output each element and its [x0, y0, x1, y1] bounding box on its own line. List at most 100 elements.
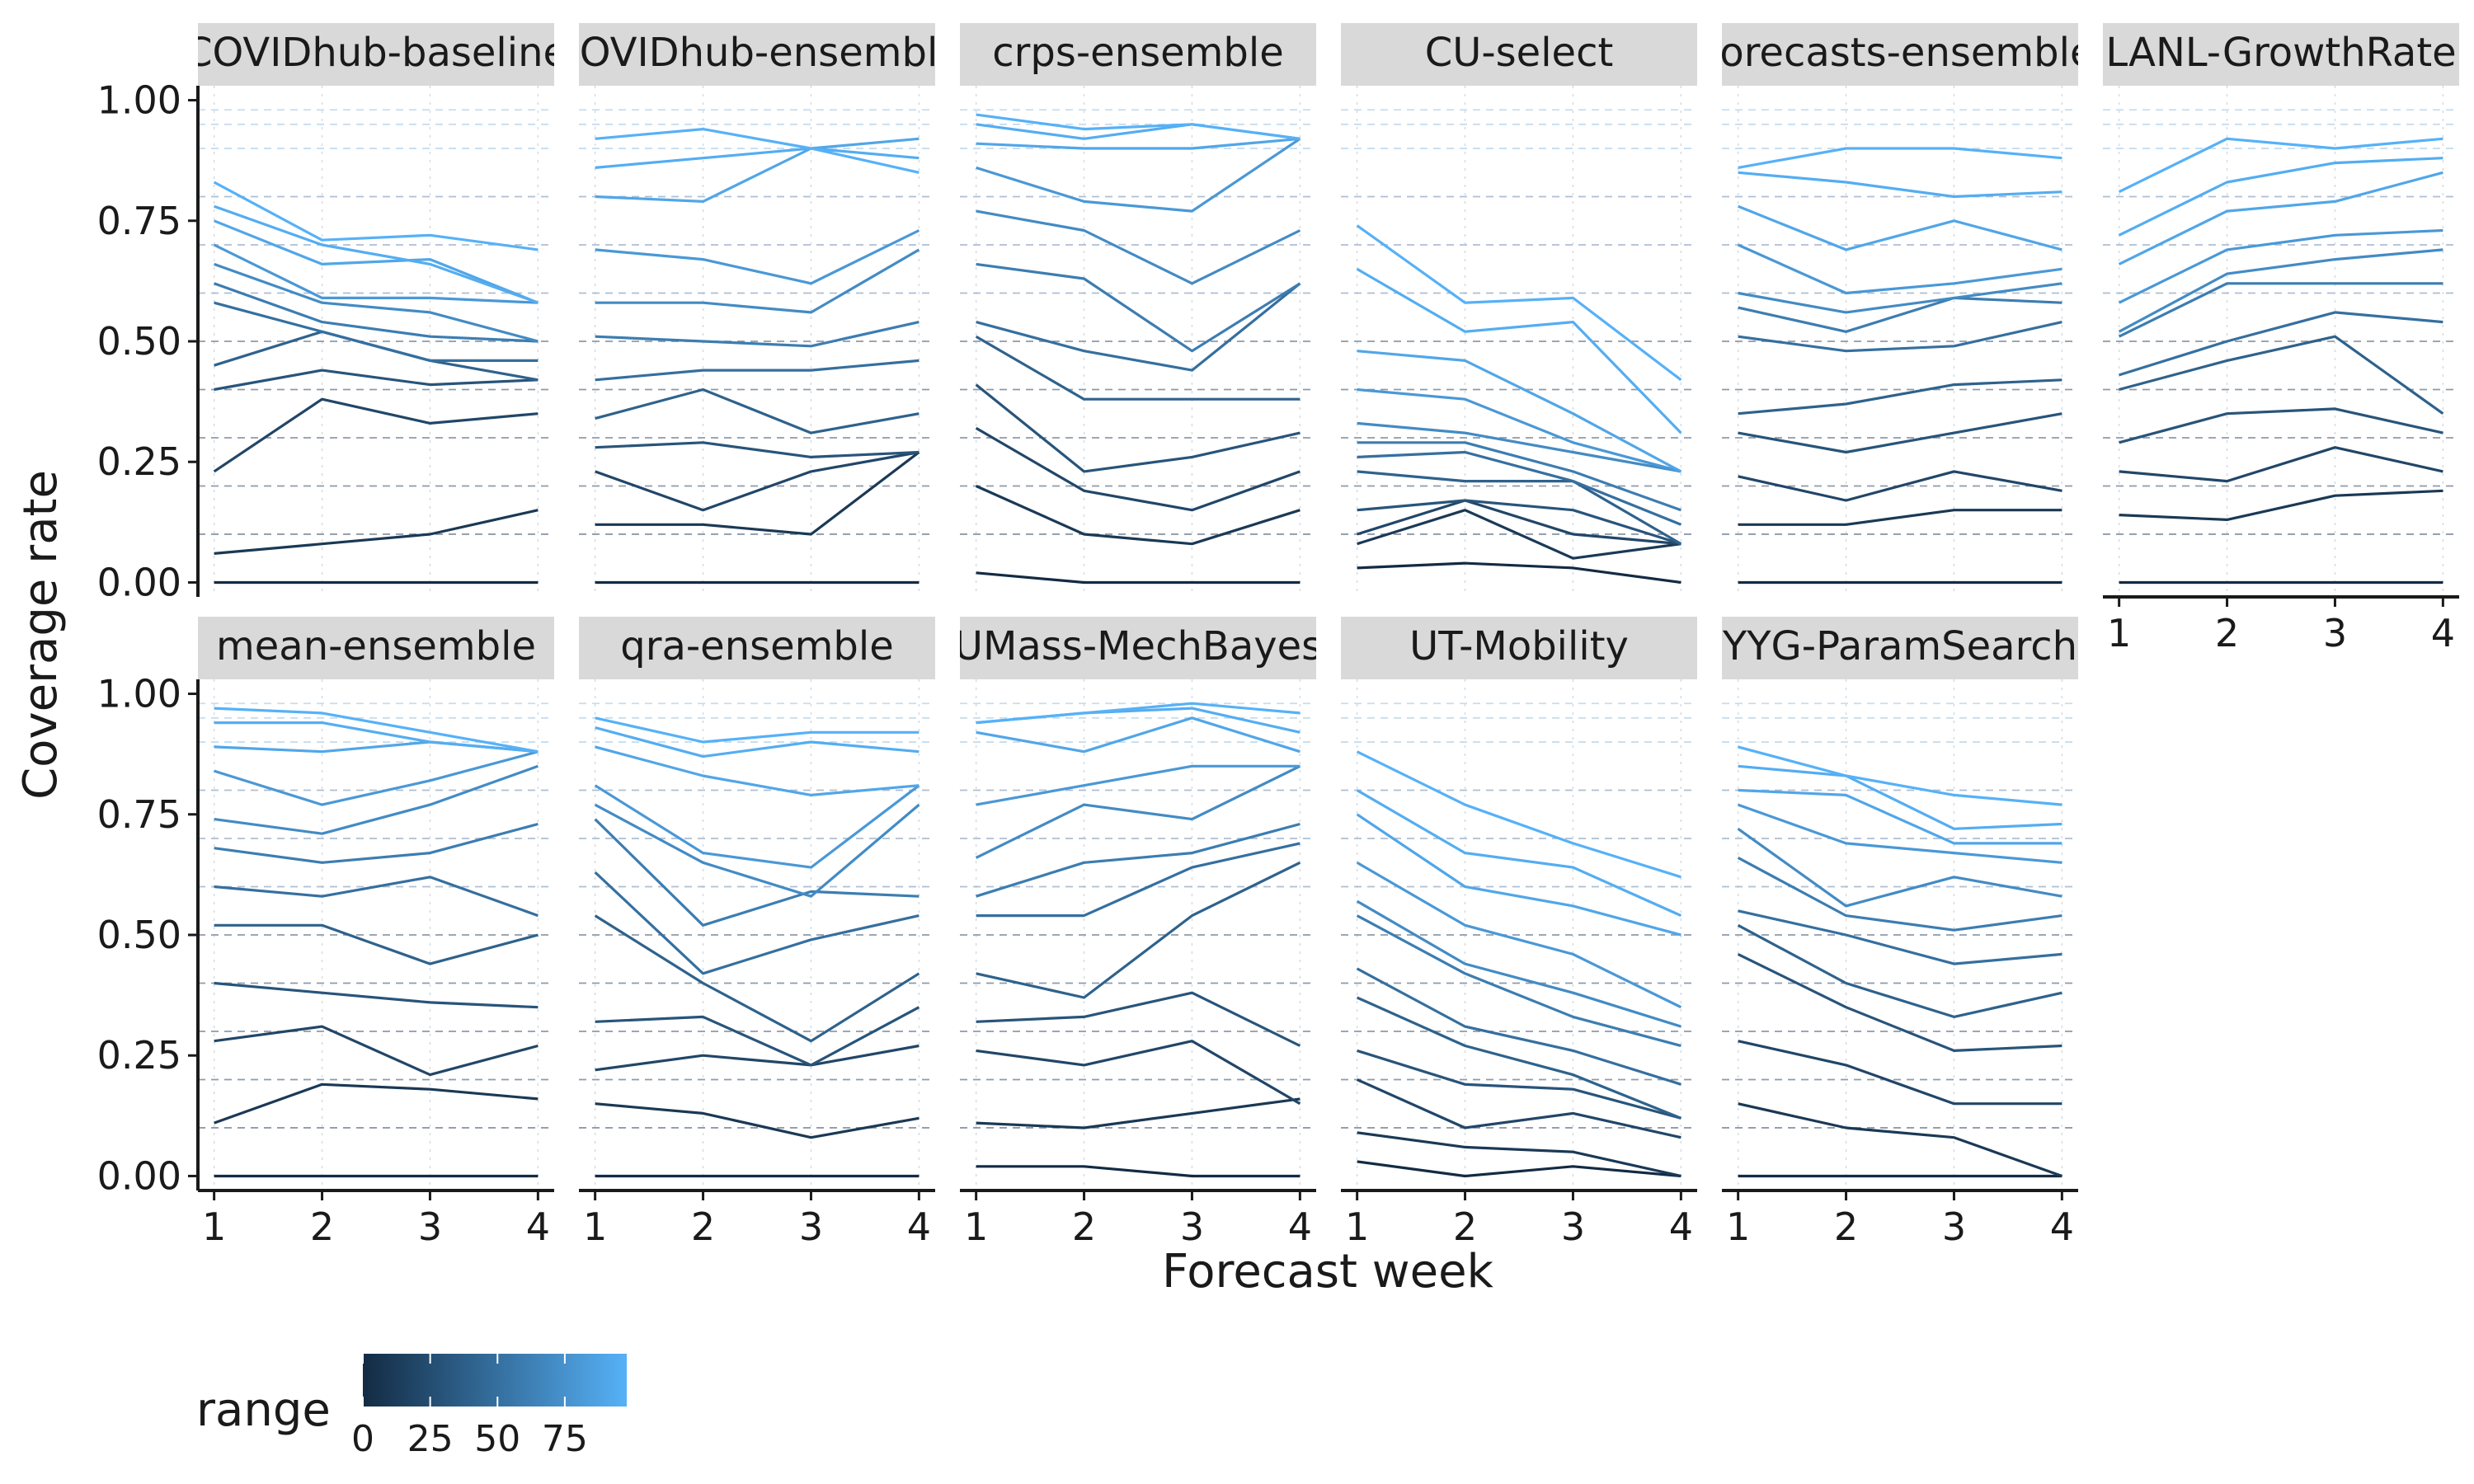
facet-strip [579, 23, 935, 86]
series-line [976, 137, 1300, 150]
series-line [1737, 827, 2062, 908]
series-line [1738, 788, 2062, 845]
series-line [1357, 561, 1681, 585]
x-tick-label: 4 [1288, 1205, 1312, 1249]
x-tick-label: 4 [907, 1205, 931, 1249]
facet-strip [1341, 617, 1697, 679]
series-line [976, 1040, 1301, 1106]
series-line [976, 716, 1300, 754]
series-line [1356, 813, 1681, 937]
legend-title: range [196, 1383, 331, 1437]
series-line [214, 204, 539, 304]
series-line [2119, 489, 2443, 522]
facet-panel: LANL-GrowthRate 1 2 3 4 [2103, 23, 2459, 655]
facet-title: YYG-ParamSearch [1722, 623, 2077, 669]
x-tick-label: 1 [1726, 1205, 1750, 1249]
x-tick-label: 2 [1453, 1205, 1477, 1249]
y-axis-title: Coverage rate [14, 470, 68, 800]
series-line [975, 485, 1300, 546]
series-line [214, 369, 539, 392]
x-tick-label: 4 [1669, 1205, 1693, 1249]
series-line [2119, 335, 2444, 416]
series-line [594, 803, 920, 898]
facet-title: COVIDhub-baseline [185, 30, 567, 76]
x-tick-label: 2 [1072, 1205, 1096, 1249]
series-line [213, 243, 539, 304]
series-line [975, 335, 1300, 401]
x-tick-label: 2 [310, 1205, 334, 1249]
facet-panel: crps-ensemble [960, 23, 1316, 597]
facet-title: COVIDhub-ensemble [552, 30, 962, 76]
series-line [595, 745, 920, 797]
series-line [595, 128, 920, 174]
series-line [1738, 147, 2062, 169]
facet-title: forecasts-ensemble [1705, 30, 2094, 76]
x-tick-label: 1 [583, 1205, 607, 1249]
facet-panel: COVIDhub-baseline 0.00 0.25 0.50 0.75 1.00 [97, 23, 567, 604]
series-line [1738, 509, 2062, 526]
series-line [1357, 1131, 1681, 1178]
series-line [976, 991, 1301, 1047]
facet-panel: UT-Mobility 1 2 3 4 [1341, 617, 1697, 1249]
series-line [1356, 914, 1681, 1048]
series-line [975, 383, 1300, 473]
series-line [975, 426, 1300, 512]
colorbar-tick-label: 75 [542, 1418, 588, 1460]
series-line [214, 219, 539, 304]
series-line [1738, 171, 2062, 199]
facet-strip [1341, 23, 1697, 86]
series-line [594, 914, 920, 1043]
x-axis-title: Forecast week [1162, 1245, 1493, 1298]
series-line [214, 923, 539, 965]
x-tick-label: 4 [2431, 611, 2455, 655]
colorbar-tick-label: 0 [351, 1418, 374, 1460]
facet-panel: mean-ensemble 0.00 0.25 0.50 0.75 1.00 1 2 3 4 [97, 617, 554, 1249]
facet-panel: CU-select [1341, 23, 1697, 597]
series-line [594, 784, 920, 869]
series-line [214, 764, 539, 835]
series-line [1738, 1040, 2062, 1106]
y-tick-label: 0.00 [97, 1153, 181, 1198]
series-line [595, 450, 920, 512]
series-line [1737, 923, 2062, 1019]
series-line [595, 147, 920, 169]
series-line [1738, 764, 2062, 830]
series-line [214, 282, 539, 343]
x-tick-label: 1 [2107, 611, 2131, 655]
y-tick-label: 0.25 [97, 439, 181, 484]
facet-strip [579, 617, 935, 679]
facet-title: CU-select [1425, 30, 1614, 76]
series-line [1356, 967, 1681, 1086]
series-line [595, 451, 920, 536]
series-line [976, 1165, 1300, 1178]
facet-strip [2103, 23, 2459, 86]
series-line [2118, 171, 2443, 265]
x-tick-label: 3 [1561, 1205, 1585, 1249]
series-line [2118, 157, 2443, 237]
x-tick-label: 1 [1345, 1205, 1369, 1249]
series-line [213, 397, 539, 473]
series-line [595, 359, 920, 382]
facet-panel: UMass-MechBayes 1 2 3 4 [960, 617, 1316, 1249]
facet-panel: forecasts-ensemble [1705, 23, 2094, 597]
series-line [1356, 224, 1682, 382]
series-line [1738, 378, 2062, 416]
colorbar-tick-label: 50 [474, 1418, 520, 1460]
series-line [1356, 861, 1682, 1009]
x-tick-label: 1 [964, 1205, 988, 1249]
series-line [1357, 421, 1681, 473]
series-line [1357, 1160, 1681, 1178]
series-line [976, 861, 1301, 999]
x-tick-label: 3 [799, 1205, 823, 1249]
series-line [1738, 909, 2062, 965]
series-line [1357, 1049, 1681, 1120]
x-tick-label: 3 [418, 1205, 442, 1249]
facet-title: UT-Mobility [1409, 623, 1629, 669]
series-line [1737, 952, 2062, 1053]
series-line [1737, 243, 2062, 295]
series-line [976, 137, 1301, 213]
series-line [214, 509, 539, 555]
series-line [595, 387, 920, 434]
series-line [2119, 446, 2443, 483]
facet-title: mean-ensemble [216, 623, 536, 669]
